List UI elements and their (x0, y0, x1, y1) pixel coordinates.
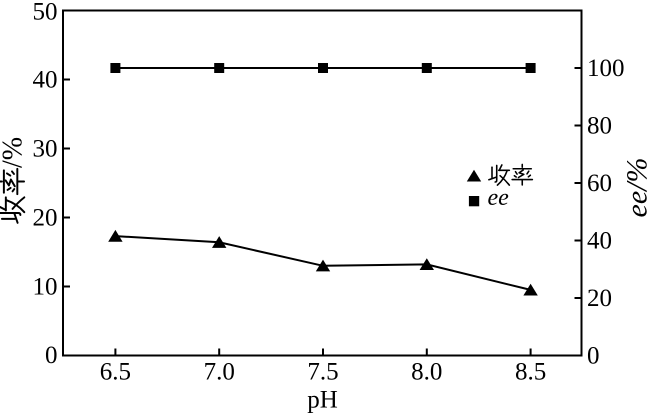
svg-text:20: 20 (33, 205, 58, 232)
svg-text:ee/%: ee/% (621, 158, 650, 218)
svg-text:80: 80 (587, 113, 612, 140)
svg-text:0: 0 (45, 342, 58, 369)
svg-text:7.0: 7.0 (204, 359, 235, 386)
svg-text:50: 50 (33, 0, 58, 26)
svg-text:0: 0 (587, 343, 600, 370)
svg-text:40: 40 (33, 67, 58, 94)
svg-text:60: 60 (587, 170, 612, 197)
svg-text:/%: /% (0, 137, 29, 168)
svg-text:20: 20 (587, 285, 612, 312)
svg-text:30: 30 (33, 136, 58, 163)
svg-text:10: 10 (33, 274, 58, 301)
svg-text:pH: pH (307, 387, 338, 414)
svg-text:6.5: 6.5 (100, 359, 131, 386)
svg-text:8.0: 8.0 (411, 359, 442, 386)
svg-text:40: 40 (587, 228, 612, 255)
svg-text:8.5: 8.5 (515, 359, 546, 386)
svg-text:7.5: 7.5 (307, 359, 338, 386)
svg-text:ee: ee (488, 185, 510, 211)
svg-text:100: 100 (587, 55, 625, 82)
